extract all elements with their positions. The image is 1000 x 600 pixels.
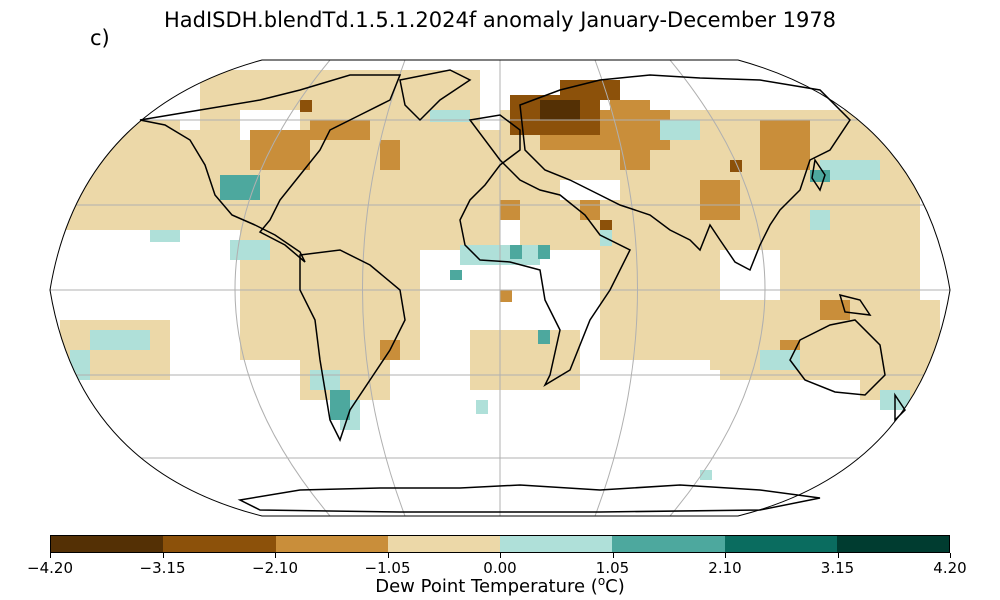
panel-label: c): [90, 26, 110, 50]
colorbar-tick: [725, 553, 726, 558]
colorbar-tick-label: 2.10: [708, 559, 742, 577]
colorbar-title-suffix: C): [605, 576, 625, 597]
colorbar-tick: [837, 553, 839, 558]
colorbar-segment: [275, 536, 388, 552]
colorbar-tick-label: 1.05: [595, 559, 630, 577]
colorbar-segment: [724, 536, 837, 552]
colorbar-tick: [500, 553, 501, 558]
colorbar-tick-label: −1.05: [364, 559, 411, 577]
colorbar-segment: [612, 536, 725, 552]
world-map: [49, 59, 951, 517]
colorbar-title-sup: o: [597, 574, 606, 588]
colorbar-tick-label: −2.10: [252, 559, 298, 577]
colorbar-segment: [836, 536, 949, 552]
colorbar-title: Dew Point Temperature (oC): [0, 574, 1000, 597]
colorbar-tick: [612, 553, 614, 558]
map-boundary: [49, 59, 951, 517]
gridlines: [50, 60, 950, 516]
colorbar-tick: [387, 553, 389, 558]
colorbar-title-prefix: Dew Point Temperature (: [375, 576, 598, 597]
colorbar-tick-label: 0.00: [483, 559, 517, 577]
colorbar-tick: [50, 553, 51, 558]
map-title: HadISDH.blendTd.1.5.1.2024f anomaly Janu…: [163, 8, 837, 32]
colorbar-tick-label: 3.15: [820, 559, 855, 577]
colorbar-tick-label: −4.20: [27, 559, 73, 577]
colorbar-tick: [162, 553, 164, 558]
colorbar-tick: [275, 553, 276, 558]
colorbar-segment: [500, 536, 613, 552]
colorbar: [50, 535, 950, 553]
colorbar-tick-label: −3.15: [139, 559, 186, 577]
colorbar-tick-label: 4.20: [933, 559, 967, 577]
colorbar-segment: [163, 536, 276, 552]
colorbar-tick: [950, 553, 951, 558]
coastlines: [139, 69, 906, 513]
colorbar-segment: [387, 536, 500, 552]
colorbar-segment: [51, 536, 164, 552]
